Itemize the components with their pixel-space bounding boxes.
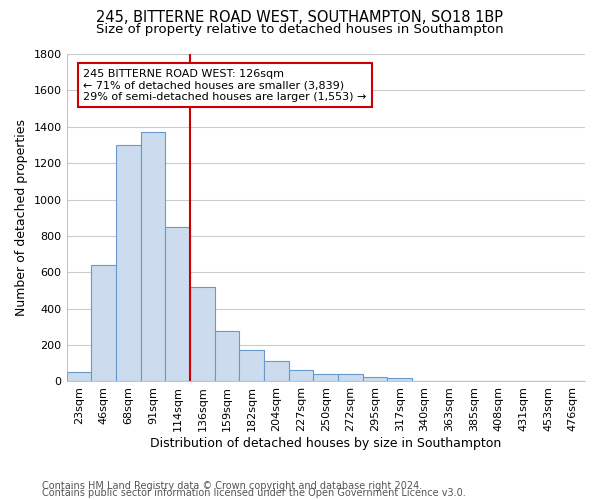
Bar (338, 374, 363, 382)
Bar (165, 227, 190, 382)
Bar (363, 377, 388, 382)
Text: 245, BITTERNE ROAD WEST, SOUTHAMPTON, SO18 1BP: 245, BITTERNE ROAD WEST, SOUTHAMPTON, SO… (97, 10, 503, 25)
Bar (190, 287, 215, 382)
Bar (116, 145, 140, 382)
Bar (264, 362, 289, 382)
Bar (91, 265, 116, 382)
Bar (313, 374, 338, 382)
Y-axis label: Number of detached properties: Number of detached properties (15, 119, 28, 316)
Bar (67, 372, 91, 382)
Bar (412, 380, 437, 382)
Bar (461, 380, 486, 382)
Bar (140, 132, 165, 382)
Bar (215, 330, 239, 382)
Text: Contains HM Land Registry data © Crown copyright and database right 2024.: Contains HM Land Registry data © Crown c… (42, 481, 422, 491)
Bar (289, 370, 313, 382)
Text: Size of property relative to detached houses in Southampton: Size of property relative to detached ho… (96, 22, 504, 36)
Text: 245 BITTERNE ROAD WEST: 126sqm
← 71% of detached houses are smaller (3,839)
29% : 245 BITTERNE ROAD WEST: 126sqm ← 71% of … (83, 68, 367, 102)
X-axis label: Distribution of detached houses by size in Southampton: Distribution of detached houses by size … (150, 437, 502, 450)
Text: Contains public sector information licensed under the Open Government Licence v3: Contains public sector information licen… (42, 488, 466, 498)
Bar (239, 350, 264, 382)
Bar (437, 380, 461, 382)
Bar (388, 378, 412, 382)
